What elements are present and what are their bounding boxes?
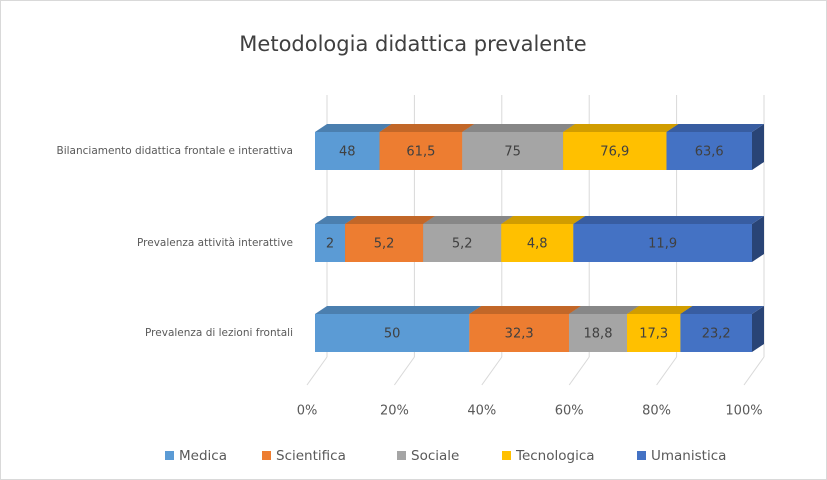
bar-top bbox=[666, 124, 764, 132]
x-tick-label: 60% bbox=[555, 404, 584, 419]
legend-label: Medica bbox=[179, 448, 227, 464]
data-label: 32,3 bbox=[505, 327, 534, 342]
bar-top bbox=[573, 216, 764, 224]
bar-top bbox=[469, 306, 581, 314]
bar bbox=[315, 314, 470, 352]
data-label: 5,2 bbox=[452, 237, 473, 252]
data-label: 2 bbox=[326, 237, 334, 252]
bar-top bbox=[379, 124, 475, 132]
bar bbox=[573, 224, 752, 262]
bar bbox=[563, 132, 667, 170]
data-label: 63,6 bbox=[695, 145, 724, 160]
legend-swatch bbox=[502, 451, 511, 460]
data-label: 5,2 bbox=[374, 237, 395, 252]
bar-top bbox=[680, 306, 764, 314]
category-label: Prevalenza di lezioni frontali bbox=[145, 327, 293, 339]
bar bbox=[315, 224, 346, 262]
bar bbox=[315, 132, 380, 170]
bar-top bbox=[315, 306, 482, 314]
bar-top bbox=[345, 216, 436, 224]
legend-label: Umanistica bbox=[651, 448, 726, 464]
bar-side bbox=[752, 124, 764, 170]
x-tick-label: 80% bbox=[642, 404, 671, 419]
data-label: 61,5 bbox=[406, 145, 435, 160]
x-tick-label: 0% bbox=[297, 404, 318, 419]
legend-swatch bbox=[262, 451, 271, 460]
data-label: 23,2 bbox=[702, 327, 731, 342]
bar-top bbox=[462, 124, 576, 132]
grid-line bbox=[568, 356, 590, 386]
grid-line bbox=[393, 356, 415, 386]
data-label: 11,9 bbox=[648, 237, 677, 252]
bar bbox=[469, 314, 569, 352]
bar bbox=[568, 314, 628, 352]
bar bbox=[379, 132, 463, 170]
category-label: Bilanciamento didattica frontale e inter… bbox=[57, 145, 293, 157]
bar-top bbox=[568, 306, 640, 314]
data-label: 17,3 bbox=[639, 327, 668, 342]
bar-top bbox=[627, 306, 693, 314]
bar bbox=[345, 224, 424, 262]
bar-top bbox=[315, 216, 358, 224]
bar bbox=[627, 314, 681, 352]
data-label: 4,8 bbox=[527, 237, 548, 252]
grid-line bbox=[656, 356, 678, 386]
data-label: 48 bbox=[339, 145, 356, 160]
legend-swatch bbox=[397, 451, 406, 460]
bar-top bbox=[423, 216, 514, 224]
category-label: Prevalenza attività interattive bbox=[137, 237, 293, 249]
x-tick-label: 20% bbox=[380, 404, 409, 419]
bar bbox=[423, 224, 502, 262]
legend-swatch bbox=[165, 451, 174, 460]
legend-label: Tecnologica bbox=[515, 448, 595, 464]
grid-line bbox=[743, 356, 765, 386]
bar bbox=[501, 224, 574, 262]
data-label: 75 bbox=[504, 145, 521, 160]
bar bbox=[462, 132, 564, 170]
bar-top bbox=[563, 124, 679, 132]
legend-label: Scientifica bbox=[276, 448, 346, 464]
bar-side bbox=[752, 306, 764, 352]
data-label: 76,9 bbox=[600, 145, 629, 160]
x-tick-label: 100% bbox=[725, 404, 762, 419]
bar-side bbox=[752, 216, 764, 262]
grid-line bbox=[306, 356, 328, 386]
bar bbox=[666, 132, 752, 170]
bar-top bbox=[501, 216, 586, 224]
data-label: 18,8 bbox=[584, 327, 613, 342]
data-label: 50 bbox=[384, 327, 401, 342]
grid-line bbox=[481, 356, 503, 386]
bar bbox=[680, 314, 752, 352]
legend-swatch bbox=[637, 451, 646, 460]
legend-label: Sociale bbox=[411, 448, 459, 464]
bar-top bbox=[315, 124, 392, 132]
chart-title: Metodologia didattica prevalente bbox=[239, 32, 586, 56]
x-tick-label: 40% bbox=[467, 404, 496, 419]
